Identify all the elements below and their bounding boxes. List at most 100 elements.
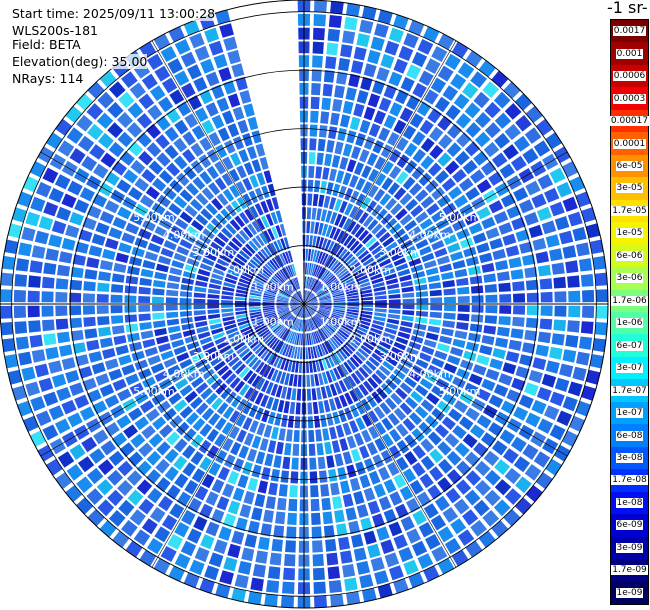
range-gate <box>378 97 392 112</box>
range-gate <box>221 369 233 381</box>
range-gate <box>43 262 57 275</box>
range-gate <box>374 295 387 300</box>
range-gate <box>248 240 259 252</box>
range-gate <box>129 256 143 267</box>
range-gate <box>123 169 138 184</box>
range-gate <box>401 315 414 322</box>
range-gate <box>168 392 182 405</box>
range-gate <box>97 282 110 292</box>
range-gate <box>319 252 326 265</box>
range-gate <box>525 279 539 291</box>
range-gate <box>492 248 506 260</box>
range-gate <box>444 296 456 304</box>
range-gate <box>316 387 322 400</box>
range-ring-label: 3.00km <box>379 350 421 363</box>
range-gate <box>27 290 40 303</box>
range-gate <box>562 245 577 259</box>
range-gate <box>234 215 245 228</box>
range-gate <box>222 286 235 292</box>
range-gate <box>180 284 193 291</box>
range-gate <box>415 291 429 298</box>
range-gate <box>232 487 245 502</box>
range-gate <box>99 260 113 271</box>
range-gate <box>445 104 461 121</box>
range-gate <box>295 319 300 331</box>
range-gate <box>150 234 165 246</box>
range-gate <box>61 237 76 251</box>
range-gate <box>453 400 469 414</box>
range-gate <box>306 333 310 346</box>
range-gate <box>121 232 136 244</box>
range-gate <box>42 276 55 289</box>
range-gate <box>7 369 23 385</box>
range-gate <box>326 42 339 56</box>
range-gate <box>326 139 335 153</box>
range-gate <box>289 264 295 277</box>
range-gate <box>234 380 245 393</box>
range-gate <box>452 259 466 270</box>
range-gate <box>388 27 404 43</box>
range-gate <box>306 301 318 304</box>
range-gate <box>459 416 474 431</box>
range-gate <box>249 174 259 188</box>
range-gate <box>450 346 464 357</box>
range-gate <box>316 313 326 322</box>
range-gate <box>269 353 278 366</box>
range-gate <box>56 206 72 221</box>
range-gate <box>158 343 172 353</box>
range-gate <box>102 248 116 260</box>
azimuth-spoke <box>40 303 305 457</box>
range-gate <box>66 464 84 481</box>
range-gate <box>193 516 208 532</box>
range-gate <box>257 327 269 336</box>
range-gate <box>222 316 235 322</box>
range-gate <box>294 305 303 315</box>
range-gate <box>404 451 418 466</box>
range-gate <box>190 142 204 157</box>
range-gate <box>441 328 454 337</box>
range-gate <box>342 493 354 508</box>
range-gate <box>231 395 242 408</box>
range-gate <box>254 392 264 405</box>
range-gate <box>254 407 264 421</box>
range-gate <box>415 284 428 291</box>
range-gate <box>312 249 318 262</box>
range-gate <box>193 310 206 316</box>
range-gate <box>270 468 280 482</box>
range-gate <box>113 262 127 273</box>
range-gate <box>180 51 197 68</box>
range-gate <box>171 260 185 269</box>
range-gate <box>266 336 277 347</box>
range-gate <box>127 102 144 119</box>
range-gate <box>356 274 368 283</box>
range-gate <box>238 323 251 330</box>
range-gate <box>235 293 248 298</box>
range-gate <box>387 461 400 476</box>
range-gate <box>67 180 83 196</box>
range-gate <box>457 62 475 79</box>
range-gate <box>423 260 437 269</box>
range-gate <box>266 580 280 593</box>
range-gate <box>146 53 164 70</box>
colorbar-tick: 1.7e-09 <box>611 559 648 582</box>
range-gate <box>425 179 439 193</box>
range-gate <box>164 126 179 142</box>
range-gate <box>104 238 119 250</box>
range-gate <box>213 236 226 248</box>
range-gate <box>328 398 337 411</box>
range-gate <box>175 218 189 230</box>
range-gate <box>334 213 343 226</box>
range-gate <box>298 319 302 332</box>
range-gate <box>199 137 213 152</box>
range-gate <box>325 225 333 238</box>
range-gate <box>244 534 257 548</box>
range-gate <box>294 277 300 290</box>
range-gate <box>390 392 403 405</box>
range-gate <box>592 338 606 353</box>
range-gate <box>183 20 200 36</box>
range-gate <box>375 300 387 304</box>
range-gate <box>528 370 543 384</box>
range-gate <box>154 328 167 337</box>
range-gate <box>76 476 93 494</box>
